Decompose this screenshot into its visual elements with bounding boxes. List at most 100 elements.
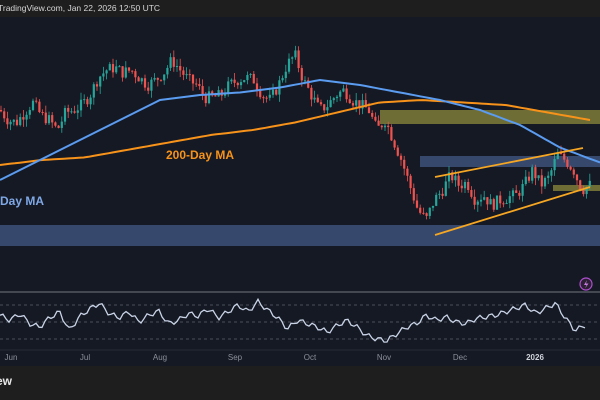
candle-body	[188, 74, 191, 76]
candle	[297, 46, 300, 73]
candle-body	[409, 175, 412, 189]
candle	[19, 113, 22, 127]
candle	[118, 64, 121, 68]
candle-body	[515, 190, 518, 193]
candle-body	[214, 95, 217, 97]
x-tick-label: 2026	[526, 353, 544, 362]
candle-body	[553, 159, 556, 171]
candle-body	[143, 78, 147, 88]
candle-body	[345, 88, 348, 100]
chart-canvas[interactable]: 200-Day MA -Day MA Jun Jul Aug Sep Oct Nov Dec…	[0, 17, 600, 366]
candle	[233, 72, 236, 88]
candle-body	[547, 175, 550, 178]
candle	[163, 74, 166, 85]
candle-body	[19, 117, 22, 126]
candle-body	[588, 180, 591, 187]
zone-retest	[553, 185, 600, 191]
candle-body	[95, 84, 99, 87]
candle-body	[12, 119, 15, 122]
candle-body	[185, 74, 188, 76]
candle-body	[534, 167, 537, 179]
alert-icon-group	[579, 277, 593, 291]
candle	[502, 201, 505, 208]
candle-body	[316, 97, 319, 103]
candle-body	[198, 84, 201, 87]
candle-body	[70, 111, 73, 113]
candle	[182, 66, 185, 81]
candle	[515, 185, 518, 194]
candle-body	[76, 110, 79, 113]
candle	[275, 88, 278, 96]
candle-body	[223, 93, 227, 96]
candle-body	[425, 213, 428, 216]
candle	[102, 66, 105, 81]
price-chart[interactable]: 200-Day MA -Day MA Jun Jul Aug Sep Oct Nov Dec…	[0, 17, 600, 366]
candle	[505, 199, 508, 205]
candle	[479, 194, 483, 207]
candle	[543, 176, 547, 190]
candle	[403, 155, 406, 176]
candle	[198, 78, 201, 90]
candle-body	[300, 68, 303, 81]
candle	[92, 82, 95, 105]
candle	[499, 191, 502, 208]
candle	[508, 190, 511, 209]
ma-200-label: 200-Day MA	[166, 148, 234, 162]
candle-body	[268, 94, 271, 98]
x-tick-label: Sep	[228, 353, 243, 362]
candle-body	[147, 87, 150, 91]
wedge-upper-trendline	[434, 147, 584, 178]
candle	[342, 84, 345, 93]
candle	[495, 195, 499, 210]
x-tick-label: Jun	[5, 353, 18, 362]
candle-body	[323, 104, 326, 111]
candle	[406, 165, 409, 182]
candle	[51, 112, 54, 129]
rsi-line	[0, 297, 586, 343]
candle-body	[150, 79, 153, 91]
ma-200-line	[0, 99, 591, 166]
candle	[524, 169, 527, 186]
candle-body	[463, 182, 467, 189]
candle-body	[102, 73, 105, 77]
candle	[22, 110, 25, 127]
x-tick-label: Jul	[80, 353, 90, 362]
candle	[35, 97, 38, 104]
candle	[3, 108, 6, 123]
candle-body	[374, 116, 377, 121]
candle-body	[115, 66, 118, 73]
candle	[150, 77, 153, 98]
candle-body	[492, 199, 495, 210]
candle	[47, 111, 51, 125]
candle	[374, 112, 377, 122]
candle-body	[281, 78, 284, 81]
candle-body	[140, 78, 143, 82]
candle-body	[153, 77, 156, 80]
candle	[409, 173, 412, 194]
candle	[323, 103, 326, 114]
candle	[566, 156, 569, 169]
candle-body	[537, 175, 540, 179]
candle	[396, 145, 399, 157]
candle	[467, 178, 470, 193]
candle-body	[486, 197, 489, 205]
candle	[6, 111, 9, 129]
candle	[572, 167, 575, 179]
zone-supply	[380, 110, 600, 124]
candle	[131, 70, 134, 74]
candle	[172, 50, 175, 72]
candle	[108, 62, 111, 71]
candle	[63, 105, 67, 125]
candle	[422, 207, 425, 215]
candle-body	[550, 170, 553, 176]
candle-body	[9, 121, 12, 125]
candle	[278, 75, 281, 102]
candle	[351, 100, 355, 109]
candle	[332, 96, 335, 104]
candles	[0, 45, 591, 220]
candle	[335, 94, 339, 103]
candle	[281, 75, 284, 83]
header-bar: TradingView.com, Jan 22, 2026 12:50 UTC	[0, 0, 600, 17]
candle-body	[403, 159, 406, 169]
candle-body	[313, 97, 316, 100]
